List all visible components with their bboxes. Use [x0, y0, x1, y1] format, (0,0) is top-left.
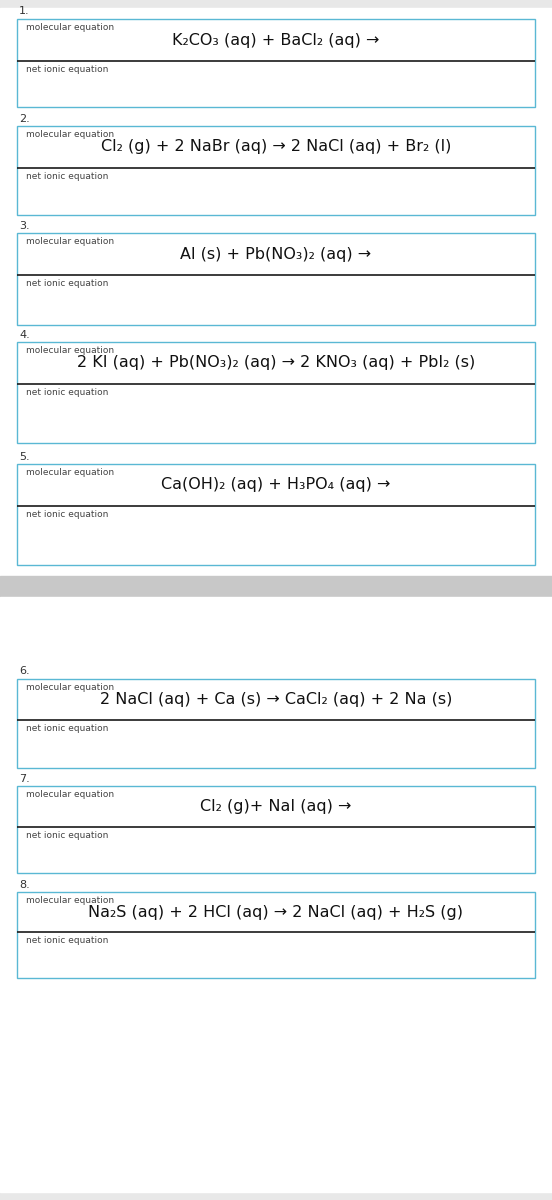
Text: molecular equation: molecular equation [26, 683, 115, 691]
Text: Cl₂ (g) + 2 NaBr (aq) → 2 NaCl (aq) + Br₂ (l): Cl₂ (g) + 2 NaBr (aq) → 2 NaCl (aq) + Br… [101, 139, 451, 155]
Text: 5.: 5. [19, 451, 30, 462]
Text: net ionic equation: net ionic equation [26, 172, 109, 180]
Text: molecular equation: molecular equation [26, 23, 115, 31]
Text: Al (s) + Pb(NO₃)₂ (aq) →: Al (s) + Pb(NO₃)₂ (aq) → [181, 246, 371, 262]
Text: net ionic equation: net ionic equation [26, 830, 109, 840]
Text: net ionic equation: net ionic equation [26, 388, 109, 396]
FancyBboxPatch shape [17, 233, 535, 325]
FancyBboxPatch shape [17, 342, 535, 443]
FancyBboxPatch shape [17, 679, 535, 768]
FancyBboxPatch shape [17, 786, 535, 874]
Text: net ionic equation: net ionic equation [26, 724, 109, 732]
FancyBboxPatch shape [17, 19, 535, 107]
Bar [0, 576, 552, 596]
Text: 1.: 1. [19, 6, 30, 16]
Text: molecular equation: molecular equation [26, 130, 115, 138]
Text: 4.: 4. [19, 330, 30, 340]
Text: Ca(OH)₂ (aq) + H₃PO₄ (aq) →: Ca(OH)₂ (aq) + H₃PO₄ (aq) → [161, 478, 391, 492]
Text: 2 NaCl (aq) + Ca (s) → CaCl₂ (aq) + 2 Na (s): 2 NaCl (aq) + Ca (s) → CaCl₂ (aq) + 2 Na… [100, 692, 452, 707]
Text: molecular equation: molecular equation [26, 895, 115, 905]
Text: K₂CO₃ (aq) + BaCl₂ (aq) →: K₂CO₃ (aq) + BaCl₂ (aq) → [172, 32, 380, 48]
Text: molecular equation: molecular equation [26, 790, 115, 799]
Text: Na₂S (aq) + 2 HCl (aq) → 2 NaCl (aq) + H₂S (g): Na₂S (aq) + 2 HCl (aq) → 2 NaCl (aq) + H… [88, 905, 464, 919]
Text: 6.: 6. [19, 666, 30, 676]
Text: Cl₂ (g)+ NaI (aq) →: Cl₂ (g)+ NaI (aq) → [200, 799, 352, 814]
Text: 2.: 2. [19, 114, 30, 124]
FancyBboxPatch shape [17, 126, 535, 215]
Bar [0, 598, 552, 1192]
Text: net ionic equation: net ionic equation [26, 65, 109, 73]
Text: molecular equation: molecular equation [26, 346, 115, 354]
Text: molecular equation: molecular equation [26, 236, 115, 246]
FancyBboxPatch shape [17, 892, 535, 978]
Text: 8.: 8. [19, 880, 30, 889]
FancyBboxPatch shape [17, 464, 535, 565]
Text: 2 KI (aq) + Pb(NO₃)₂ (aq) → 2 KNO₃ (aq) + PbI₂ (s): 2 KI (aq) + Pb(NO₃)₂ (aq) → 2 KNO₃ (aq) … [77, 355, 475, 371]
Text: net ionic equation: net ionic equation [26, 510, 109, 518]
Text: net ionic equation: net ionic equation [26, 936, 109, 944]
Text: 7.: 7. [19, 774, 30, 784]
Bar [0, 8, 552, 575]
Text: molecular equation: molecular equation [26, 468, 115, 476]
Text: 3.: 3. [19, 221, 30, 230]
Text: net ionic equation: net ionic equation [26, 278, 109, 288]
